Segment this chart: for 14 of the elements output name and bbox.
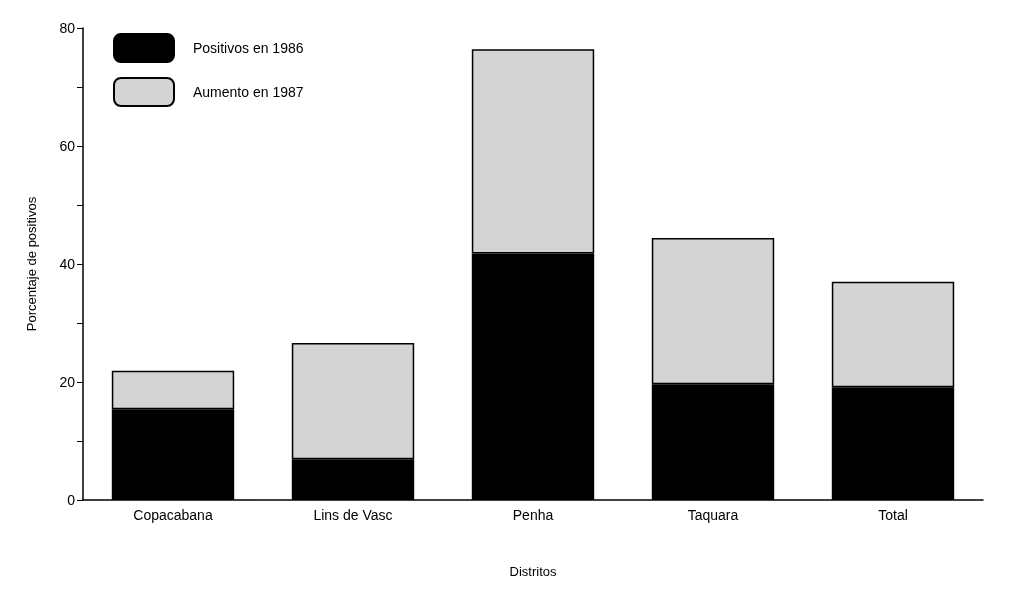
y-axis-title: Porcentaje de positivos	[24, 196, 39, 332]
legend-label: Positivos en 1986	[193, 40, 304, 56]
y-tick-label: 60	[59, 138, 76, 154]
x-axis-title: Distritos	[509, 564, 557, 579]
x-tick-label: Penha	[512, 507, 554, 523]
x-tick-label: Lins de Vasc	[313, 507, 393, 523]
x-tick-label: Taquara	[687, 507, 739, 523]
y-tick-label: 40	[59, 256, 76, 272]
x-tick-label: Copacabana	[133, 507, 213, 523]
legend-label: Aumento en 1987	[193, 84, 304, 100]
y-tick-label: 80	[59, 20, 76, 36]
x-tick-label: Total	[878, 507, 908, 523]
y-tick-label: 0	[67, 492, 76, 508]
y-tick-label: 20	[59, 374, 76, 390]
